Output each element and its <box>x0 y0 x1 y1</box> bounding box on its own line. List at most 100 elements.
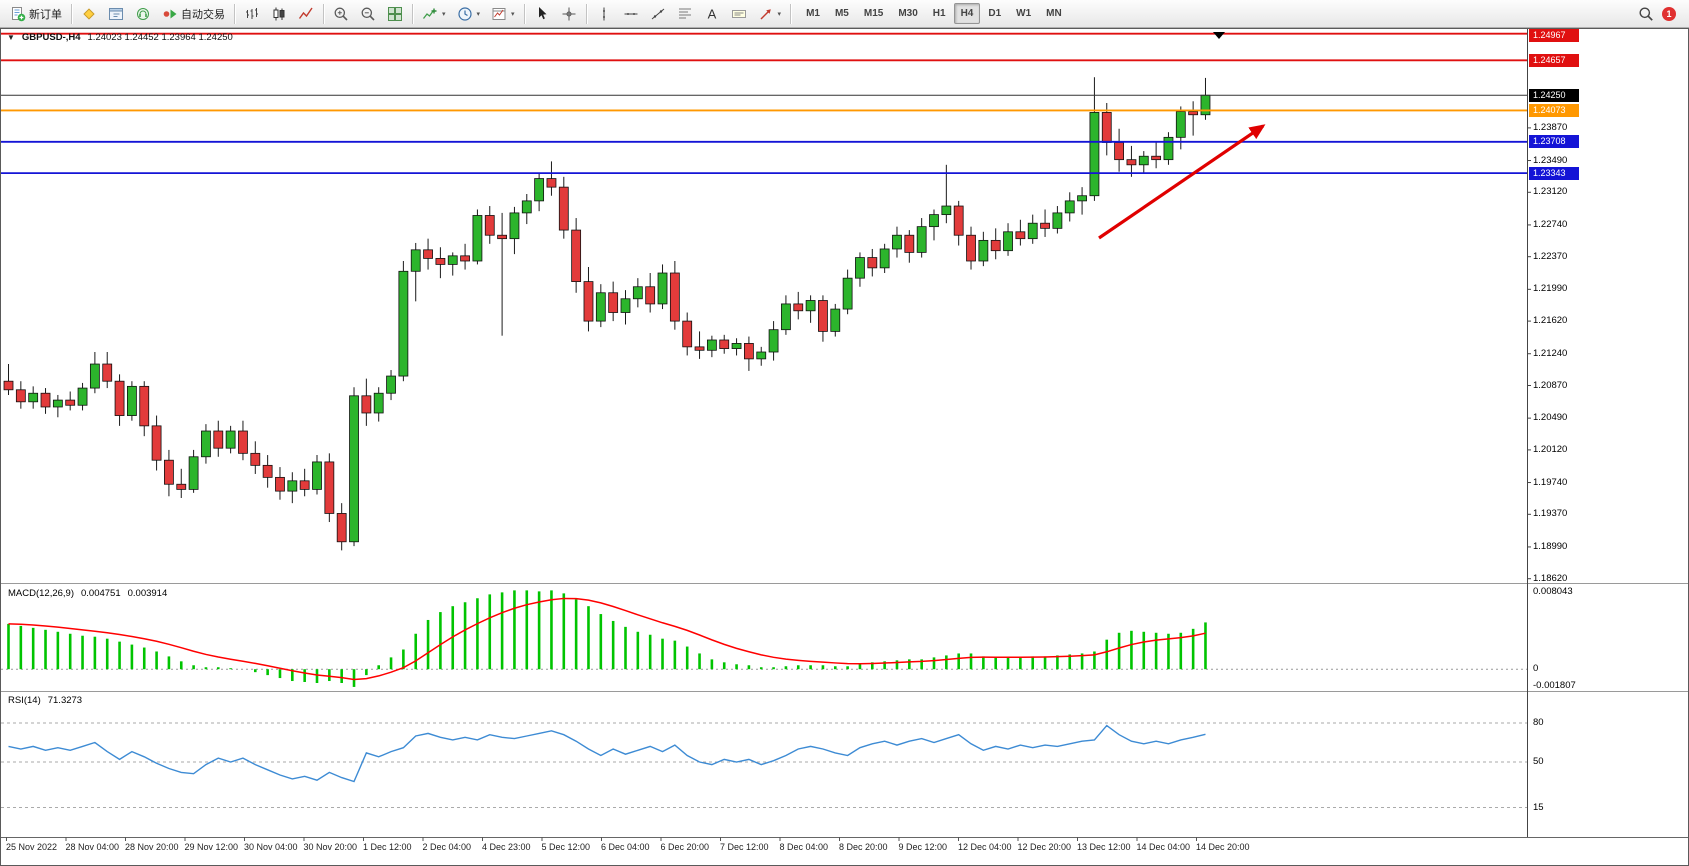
time-label: 7 Dec 12:00 <box>720 842 769 852</box>
vertical-line-button[interactable] <box>591 2 617 26</box>
time-label: 30 Nov 20:00 <box>303 842 358 852</box>
toolbar-separator <box>585 3 587 24</box>
time-label: 14 Dec 04:00 <box>1136 842 1191 852</box>
timeframe-mn[interactable]: MN <box>1046 8 1062 19</box>
candlestick-chart-icon <box>271 6 287 22</box>
toolbar-separator <box>323 3 324 24</box>
search-icon[interactable] <box>1638 6 1654 22</box>
toolbar-separator <box>790 3 792 24</box>
vertical-line-icon <box>596 6 612 22</box>
label-button[interactable] <box>726 2 752 26</box>
chart-shift-marker[interactable] <box>1213 32 1225 39</box>
time-label: 12 Dec 04:00 <box>958 842 1012 852</box>
crosshair-button[interactable] <box>556 2 582 26</box>
time-label: 8 Dec 04:00 <box>779 842 829 852</box>
zoom-out-button[interactable] <box>355 2 381 26</box>
time-label: 25 Nov 2022 <box>6 842 58 852</box>
text-button[interactable]: A <box>699 2 725 26</box>
horizontal-line-icon <box>623 6 639 22</box>
chevron-down-icon: ▾ <box>442 10 446 18</box>
zoom-in-button[interactable] <box>328 2 354 26</box>
market-watch-icon <box>81 6 97 22</box>
shapes-button[interactable]: ▾ <box>753 2 787 26</box>
price-tick-label: 1.23490 <box>1533 154 1568 166</box>
clock-icon <box>457 6 473 22</box>
rsi-name: RSI(14) <box>8 695 41 706</box>
time-label: 2 Dec 04:00 <box>422 842 472 852</box>
rsi-axis-label: 50 <box>1533 756 1544 767</box>
toolbar-separator <box>71 3 72 24</box>
macd-axis-min: -0.001807 <box>1533 680 1576 691</box>
time-label: 6 Dec 20:00 <box>660 842 710 852</box>
rsi-label: RSI(14) 71.3273 <box>8 695 82 706</box>
templates-button[interactable]: ▾ <box>486 2 520 26</box>
chart-canvas[interactable] <box>1 29 1689 866</box>
price-tick-label: 1.23120 <box>1533 186 1568 198</box>
time-axis[interactable]: 25 Nov 2022 28 Nov 04:00 28 Nov 20:00 29 No… <box>1 837 1688 865</box>
chevron-down-icon: ▾ <box>511 10 515 18</box>
level-price-label: 1.24967 <box>1529 29 1579 42</box>
price-tick-label: 1.18620 <box>1533 572 1568 584</box>
zoom-in-icon <box>333 6 349 22</box>
candles <box>3 77 1211 551</box>
navigator-button[interactable] <box>103 2 129 26</box>
trend-arrow-annotation[interactable] <box>1098 124 1266 240</box>
tile-windows-button[interactable] <box>382 2 408 26</box>
horizontal-line-button[interactable] <box>618 2 644 26</box>
price-scale[interactable]: 1.23870 1.23490 1.23120 1.22740 1.22370 1.219… <box>1528 29 1688 837</box>
macd-histogram <box>7 590 1207 687</box>
line-chart-button[interactable] <box>293 2 319 26</box>
svg-text:A: A <box>707 6 716 21</box>
time-label: 13 Dec 12:00 <box>1077 842 1131 852</box>
timeframe-m30[interactable]: M30 <box>898 8 918 19</box>
time-label: 30 Nov 04:00 <box>244 842 298 852</box>
zoom-out-icon <box>360 6 376 22</box>
price-tick-label: 1.20870 <box>1533 379 1568 391</box>
time-label: 9 Dec 12:00 <box>898 842 948 852</box>
timeframe-m15[interactable]: M15 <box>863 8 884 19</box>
macd-axis-max: 0.008043 <box>1533 586 1573 597</box>
macd-signal-line <box>8 597 1206 681</box>
time-label: 29 Nov 12:00 <box>184 842 239 852</box>
arrow-shape-icon <box>758 6 774 22</box>
timeframe-w1[interactable]: W1 <box>1016 8 1032 19</box>
timeframe-m5[interactable]: M5 <box>834 8 849 19</box>
macd-axis-zero: 0 <box>1533 663 1539 675</box>
current-price-label: 1.24250 <box>1529 88 1579 102</box>
symbol-period-label: GBPUSD-,H4 <box>21 32 81 43</box>
chevron-down-icon: ▾ <box>476 10 481 18</box>
candlestick-chart-button[interactable] <box>266 2 292 26</box>
trendline-button[interactable] <box>645 2 671 26</box>
timeframe-h1[interactable]: H1 <box>932 8 946 19</box>
timeframe-h4[interactable]: H4 <box>953 3 981 24</box>
indicators-button[interactable]: ▾ <box>417 2 451 26</box>
bar-chart-button[interactable] <box>239 2 265 26</box>
chart-window[interactable]: ▼ GBPUSD-,H4 1.24023 1.24452 1.23964 1.2… <box>0 28 1689 866</box>
timeframe-d1[interactable]: D1 <box>988 8 1002 19</box>
periods-button[interactable]: ▾ <box>452 2 486 26</box>
trendline-icon <box>650 6 666 22</box>
new-order-button[interactable]: 新订单 <box>5 2 67 26</box>
time-label: 12 Dec 20:00 <box>1017 842 1072 852</box>
level-price-label: 1.24073 <box>1529 103 1579 117</box>
price-tick-label: 1.21990 <box>1533 283 1568 295</box>
auto-trading-button[interactable]: 自动交易 <box>157 2 230 26</box>
timeframe-m1[interactable]: M1 <box>806 8 820 19</box>
macd-label: MACD(12,26,9) 0.004751 0.003914 <box>8 588 167 599</box>
time-label: 6 Dec 04:00 <box>601 842 650 852</box>
time-label: 5 Dec 12:00 <box>541 842 591 852</box>
cursor-button[interactable] <box>529 2 555 26</box>
toolbar-separator <box>412 3 413 24</box>
fibonacci-button[interactable] <box>672 2 698 26</box>
toolbar-separator <box>523 3 525 24</box>
toolbar: 新订单 自动交易 <box>0 0 1689 28</box>
notification-badge[interactable]: 1 <box>1662 6 1676 21</box>
bar-chart-icon <box>244 6 260 22</box>
level-price-label: 1.24657 <box>1529 53 1579 67</box>
time-label: 28 Nov 04:00 <box>65 842 120 852</box>
collapse-icon[interactable]: ▼ <box>7 33 15 42</box>
cursor-icon <box>534 6 550 22</box>
terminal-button[interactable] <box>130 2 156 26</box>
market-watch-button[interactable] <box>76 2 102 26</box>
